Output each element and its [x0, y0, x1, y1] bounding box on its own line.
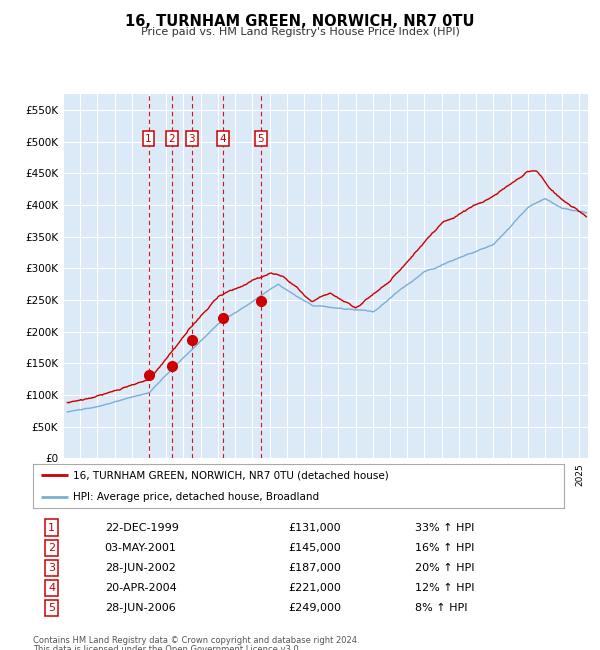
Text: 20-APR-2004: 20-APR-2004 — [104, 583, 176, 593]
Text: £187,000: £187,000 — [288, 563, 341, 573]
Text: 3: 3 — [188, 133, 195, 144]
Text: £221,000: £221,000 — [288, 583, 341, 593]
Text: 5: 5 — [257, 133, 264, 144]
Text: 2: 2 — [169, 133, 175, 144]
Text: £145,000: £145,000 — [288, 543, 341, 552]
Text: 28-JUN-2002: 28-JUN-2002 — [104, 563, 176, 573]
Text: 33% ↑ HPI: 33% ↑ HPI — [415, 523, 475, 532]
Text: 12% ↑ HPI: 12% ↑ HPI — [415, 583, 475, 593]
Text: 5: 5 — [48, 603, 55, 613]
Text: 8% ↑ HPI: 8% ↑ HPI — [415, 603, 468, 613]
Text: £131,000: £131,000 — [288, 523, 341, 532]
Text: HPI: Average price, detached house, Broadland: HPI: Average price, detached house, Broa… — [73, 492, 319, 502]
Text: 4: 4 — [48, 583, 55, 593]
Text: Price paid vs. HM Land Registry's House Price Index (HPI): Price paid vs. HM Land Registry's House … — [140, 27, 460, 37]
Text: 4: 4 — [220, 133, 226, 144]
Text: 03-MAY-2001: 03-MAY-2001 — [104, 543, 176, 552]
Text: 2: 2 — [48, 543, 55, 552]
Text: 16% ↑ HPI: 16% ↑ HPI — [415, 543, 475, 552]
Text: £249,000: £249,000 — [288, 603, 341, 613]
Text: 1: 1 — [48, 523, 55, 532]
Text: 16, TURNHAM GREEN, NORWICH, NR7 0TU (detached house): 16, TURNHAM GREEN, NORWICH, NR7 0TU (det… — [73, 470, 389, 480]
Text: 22-DEC-1999: 22-DEC-1999 — [104, 523, 179, 532]
Text: 20% ↑ HPI: 20% ↑ HPI — [415, 563, 475, 573]
Text: 16, TURNHAM GREEN, NORWICH, NR7 0TU: 16, TURNHAM GREEN, NORWICH, NR7 0TU — [125, 14, 475, 29]
Text: This data is licensed under the Open Government Licence v3.0.: This data is licensed under the Open Gov… — [33, 645, 301, 650]
Text: 28-JUN-2006: 28-JUN-2006 — [104, 603, 175, 613]
Text: Contains HM Land Registry data © Crown copyright and database right 2024.: Contains HM Land Registry data © Crown c… — [33, 636, 359, 645]
Text: 1: 1 — [145, 133, 152, 144]
Text: 3: 3 — [48, 563, 55, 573]
